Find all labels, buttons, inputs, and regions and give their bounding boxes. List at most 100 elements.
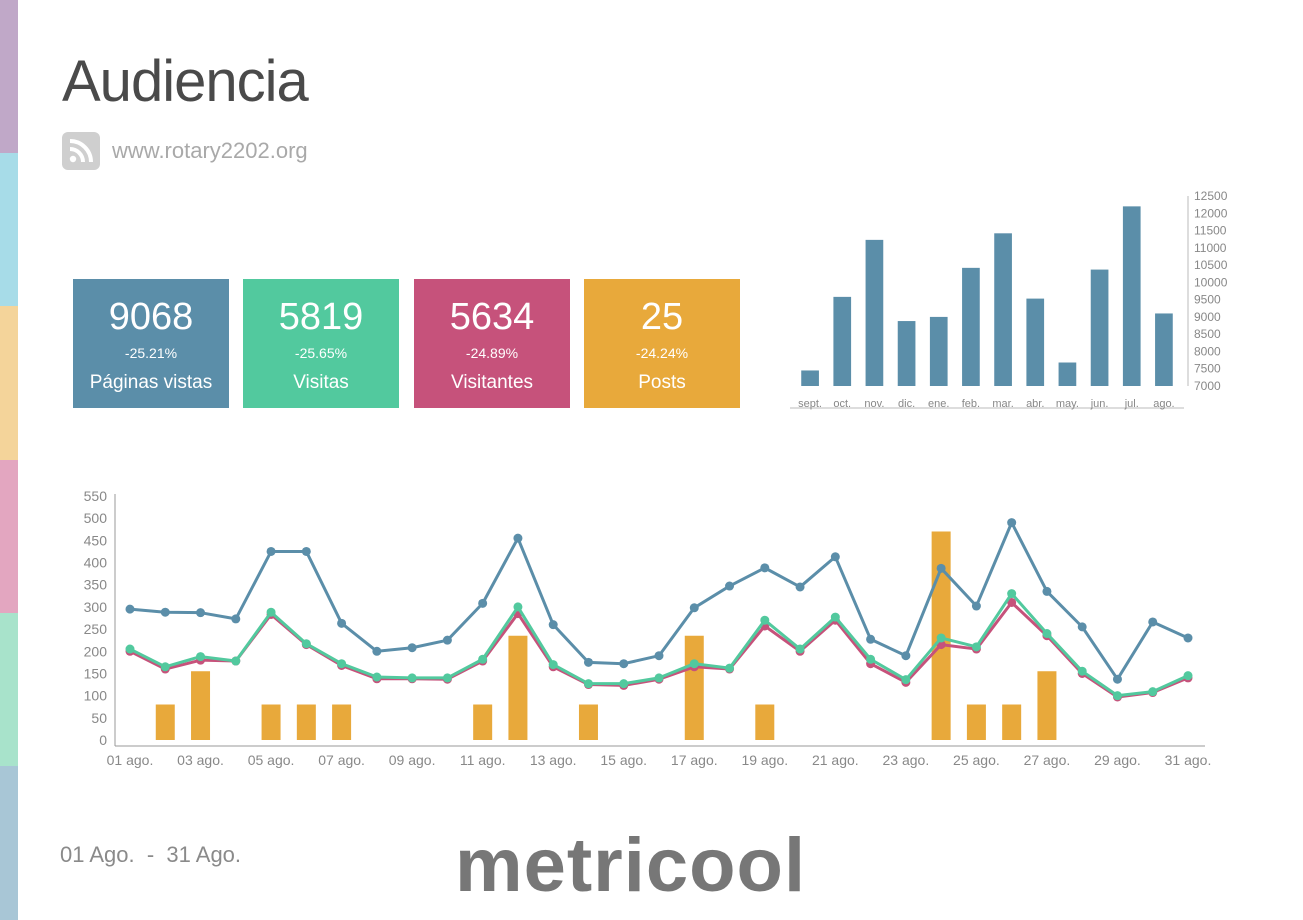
post-bar [966,704,986,740]
series-point [830,552,840,562]
y-tick-label: 500 [84,510,108,526]
series-point [513,602,523,612]
side-stripe [0,0,18,154]
series-point [1007,518,1017,528]
site-url: www.rotary2202.org [112,138,308,163]
x-tick-label: jun. [1090,398,1109,410]
bar [1155,313,1173,386]
post-bar [332,704,352,740]
series-point [725,663,735,673]
kpi-value: 9068 [108,296,194,338]
series-point [971,642,981,652]
y-tick-label: 11000 [1194,241,1227,255]
series-point [1007,589,1017,599]
series-point [866,634,876,644]
series-point [337,659,347,669]
y-tick-label: 250 [84,621,108,637]
bar [801,370,819,386]
series-point [901,675,911,685]
series-point [513,533,523,543]
series-point [231,656,241,666]
bar [833,296,852,386]
x-tick-label: 21 ago. [812,752,859,768]
y-tick-label: 7000 [1194,379,1221,393]
series-point [125,644,135,654]
bar [962,267,980,386]
series-point [478,654,488,664]
rss-icon [62,132,100,170]
monthly-bar-chart: 7000 7500 8000 8500 9000 9500 10000 10500 11000 1… [790,189,1228,410]
metricool-logo: metricool [455,823,807,908]
kpi-label: Páginas vistas [89,372,213,393]
series-point [795,644,805,654]
post-bar [296,704,316,740]
y-tick-label: 12000 [1194,206,1228,220]
side-stripe [0,612,18,767]
kpi-value: 5634 [449,296,535,338]
series-point [407,673,417,683]
bar [865,239,884,386]
series-point [830,612,840,622]
kpi-visitors: 5634 -24.89% Visitantes [414,279,570,408]
x-tick-label: 31 ago. [1165,752,1212,768]
post-bar [578,704,598,740]
date-range: 01 Ago. - 31 Ago. [60,842,242,867]
y-tick-label: 11500 [1194,224,1227,238]
y-tick-label: 300 [84,599,108,615]
post-bar [473,704,493,740]
series-point [407,643,417,653]
x-tick-label: ene. [928,398,949,410]
series-point [619,679,629,689]
series-point [160,662,170,672]
series-point [337,618,347,628]
series-point [725,581,735,591]
bar [1090,269,1109,386]
kpi-label: Posts [638,372,686,393]
series-point [266,607,276,617]
x-tick-label: 25 ago. [953,752,1000,768]
series-point [1007,597,1017,607]
post-bar [155,704,175,740]
kpi-label: Visitas [293,372,349,393]
x-tick-label: oct. [833,398,851,410]
side-stripe [0,153,18,308]
kpi-delta: -24.89% [465,345,519,361]
y-tick-label: 100 [84,688,108,704]
kpi-visits: 5819 -25.65% Visitas [243,279,399,408]
bar [1122,206,1141,386]
series-point [1042,586,1052,596]
y-tick-label: 12500 [1194,189,1228,203]
kpi-delta: -24.24% [635,345,689,361]
series-point [372,672,382,682]
series-point [301,546,311,556]
series-point [125,604,135,614]
x-tick-label: 03 ago. [177,752,224,768]
x-tick-label: 01 ago. [107,752,154,768]
series-point [971,601,981,611]
x-tick-label: 09 ago. [389,752,436,768]
series-point [936,633,946,643]
series-point [619,659,629,669]
series-point [760,563,770,573]
series-point [760,615,770,625]
series-point [442,635,452,645]
site-info: www.rotary2202.org [62,132,308,170]
post-bar [1002,704,1022,740]
series-point [548,620,558,630]
series-point [231,614,241,624]
series-point [548,660,558,670]
x-tick-label: ago. [1153,398,1174,410]
kpi-posts: 25 -24.24% Posts [584,279,740,408]
x-tick-label: 07 ago. [318,752,365,768]
y-tick-label: 8000 [1194,344,1221,358]
y-tick-label: 350 [84,577,108,593]
series-point [478,598,488,608]
y-tick-label: 9000 [1194,310,1221,324]
x-tick-label: dic. [898,398,915,410]
series-point [266,546,276,556]
x-tick-label: mar. [992,398,1013,410]
post-bar [684,635,704,740]
series-point [689,659,699,669]
y-tick-label: 10000 [1194,275,1228,289]
series-point [196,652,206,662]
